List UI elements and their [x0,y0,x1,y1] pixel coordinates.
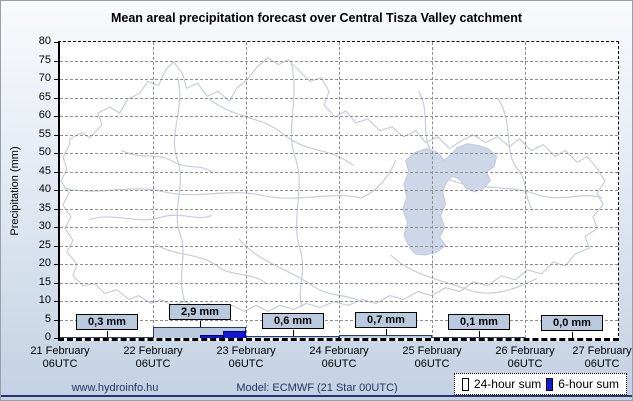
y-tick-mark [54,301,58,302]
x-tick-label: 23 February 06UTC [204,345,288,371]
bar-24h-sum [432,337,525,338]
y-tick-label: 5 [44,313,51,325]
daily-sum-label: 0,3 mm [76,314,138,330]
y-tick-mark [54,227,58,228]
daily-sum-leader [386,329,387,335]
daily-sum-leader [572,332,573,338]
y-tick-label: 0 [44,331,51,343]
x-tick-time: 06UTC [228,358,264,370]
x-tick-date: 22 February [123,345,183,357]
bottom-rule [1,395,632,397]
y-tick-label: 45 [38,165,51,177]
daily-sum-leader [200,321,201,327]
bar-6h-sum [223,331,246,338]
y-tick-mark [54,283,58,284]
daily-sum-label: 0,7 mm [355,312,417,328]
daily-sum-label: 2,9 mm [169,304,231,320]
y-tick-mark [54,209,58,210]
bar-24h-sum [60,337,153,338]
y-tick-label: 60 [38,109,51,121]
y-tick-mark [54,116,58,117]
legend-label-24h: 24-hour sum [473,377,542,391]
y-tick-label: 25 [38,239,51,251]
y-tick-label: 15 [38,276,51,288]
plot-area [58,41,619,341]
y-tick-mark [54,153,58,154]
x-tick-date: 21 February [30,345,90,357]
y-tick-mark [54,320,58,321]
y-tick-mark [54,42,58,43]
x-tick-time: 06UTC [414,358,450,370]
y-tick-mark [54,338,58,339]
y-tick-mark [54,246,58,247]
v-gridline [246,42,247,338]
y-tick-mark [54,172,58,173]
legend-box: 24-hour sum 6-hour sum [453,373,627,395]
x-tick-date: 26 February [495,345,555,357]
x-tick-time: 06UTC [42,358,78,370]
y-tick-label: 65 [38,91,51,103]
y-tick-mark [54,264,58,265]
x-tick-time: 06UTC [135,358,171,370]
x-tick-label: 21 February 06UTC [18,345,102,371]
x-tick-time: 06UTC [584,358,620,370]
legend-swatch-24h [461,377,469,391]
y-tick-label: 35 [38,202,51,214]
y-tick-mark [54,61,58,62]
v-gridline [153,42,154,338]
chart-title: Mean areal precipitation forecast over C… [110,11,523,25]
website-label: www.hydroinfo.hu [71,382,159,394]
y-tick-label: 30 [38,220,51,232]
y-tick-label: 40 [38,183,51,195]
y-tick-label: 20 [38,257,51,269]
y-tick-label: 80 [38,35,51,47]
y-tick-label: 10 [38,294,51,306]
daily-sum-leader [107,331,108,337]
x-tick-label: 24 February 06UTC [297,345,381,371]
daily-sum-label: 0,1 mm [448,314,510,330]
x-tick-time: 06UTC [321,358,357,370]
legend-swatch-6h [546,377,554,391]
x-tick-date: 27 February [572,345,632,357]
y-tick-mark [54,98,58,99]
x-tick-label: 26 February 06UTC [483,345,567,371]
x-tick-date: 25 February [402,345,462,357]
x-tick-time: 06UTC [507,358,543,370]
daily-sum-leader [293,330,294,336]
bar-6h-sum [200,335,223,338]
v-gridline [339,42,340,338]
bar-24h-sum [339,335,432,338]
x-tick-label: 27 February 06UTC [560,345,632,371]
daily-sum-label: 0,6 mm [262,313,324,329]
x-tick-date: 24 February [309,345,369,357]
highlighted-catchment-region [402,143,497,256]
bar-24h-sum [246,336,339,338]
v-gridline [525,42,526,338]
y-tick-label: 70 [38,72,51,84]
v-gridline [432,42,433,338]
y-tick-label: 50 [38,146,51,158]
x-tick-label: 22 February 06UTC [111,345,195,371]
y-tick-mark [54,135,58,136]
daily-sum-label: 0,0 mm [541,315,603,331]
x-tick-label: 25 February 06UTC [390,345,474,371]
daily-sum-leader [479,331,480,337]
y-tick-mark [54,79,58,80]
x-tick-date: 23 February [216,345,276,357]
y-tick-label: 55 [38,128,51,140]
legend-label-6h: 6-hour sum [558,377,619,391]
y-tick-label: 75 [38,54,51,66]
y-tick-mark [54,190,58,191]
model-label: Model: ECMWF (21 Star 00UTC) [236,382,398,394]
catchment-outer-boundary [60,57,606,312]
